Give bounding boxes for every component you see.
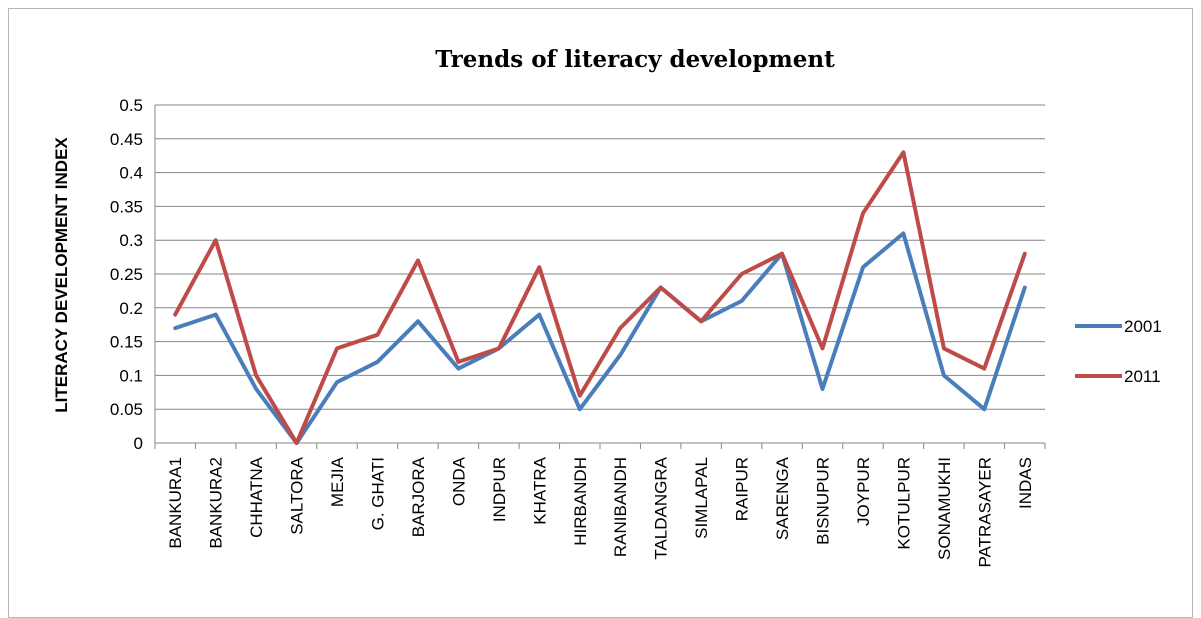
y-tick-labels: 0 0.05 0.1 0.15 0.2 0.25 0.3 0.35 0.4 0.45 0.5 <box>110 96 143 453</box>
x-tick-label: BISNUPUR <box>814 457 833 545</box>
y-tick-label: 0 <box>134 434 143 453</box>
y-axis-label: LITERACY DEVELOPMENT INDEX <box>52 137 71 413</box>
x-tick-label: RANIBANDH <box>611 457 630 557</box>
gridlines <box>154 104 1046 449</box>
x-tick-label: BANKURA2 <box>207 457 226 549</box>
legend-label: 2011 <box>1124 367 1161 386</box>
x-tick-label: PATRASAYER <box>975 457 994 568</box>
x-tick-label: MEJIA <box>328 456 347 507</box>
chart-title: Trends of literacy development <box>435 46 835 73</box>
y-tick-label: 0.05 <box>110 400 143 419</box>
x-tick-label: CHHATNA <box>247 456 266 538</box>
x-tick-label: KHATRA <box>530 456 549 524</box>
legend-label: 2001 <box>1124 317 1162 336</box>
x-tick-labels: BANKURA1 BANKURA2 CHHATNA SALTORA MEJIA G. GH… <box>166 456 1035 567</box>
x-tick-label: SARENGA <box>773 456 792 540</box>
x-tick-label: HIRBANDH <box>571 457 590 546</box>
series-line-2001 <box>173 231 1027 445</box>
x-tick-label: INDPUR <box>490 457 509 522</box>
y-tick-label: 0.2 <box>119 299 143 318</box>
x-tick-label: BARJORA <box>409 456 428 537</box>
series-line-2011 <box>173 150 1027 445</box>
x-tick-label: TALDANGRA <box>652 456 671 559</box>
x-tick-label: G. GHATI <box>369 457 388 530</box>
x-tick-label: SONAMUKHI <box>935 457 954 560</box>
y-tick-label: 0.35 <box>110 197 143 216</box>
y-tick-label: 0.25 <box>110 265 143 284</box>
x-tick-label: SALTORA <box>288 456 307 534</box>
x-tick-label: RAIPUR <box>733 457 752 521</box>
y-tick-label: 0.5 <box>119 96 143 115</box>
legend: 2001 2011 <box>1075 317 1162 386</box>
x-tick-label: INDAS <box>1016 457 1035 509</box>
series-lines <box>173 150 1027 445</box>
y-tick-label: 0.15 <box>110 333 143 352</box>
y-tick-label: 0.4 <box>119 164 143 183</box>
y-tick-label: 0.1 <box>119 366 143 385</box>
x-tick-label: JOYPUR <box>854 457 873 526</box>
y-tick-label: 0.3 <box>119 231 143 250</box>
x-tick-label: SIMLAPAL <box>692 457 711 539</box>
x-tick-label: BANKURA1 <box>166 457 185 549</box>
x-tick-label: KOTULPUR <box>894 457 913 550</box>
y-tick-label: 0.45 <box>110 130 143 149</box>
x-tick-label: ONDA <box>449 456 468 506</box>
chart-frame <box>8 8 1193 618</box>
